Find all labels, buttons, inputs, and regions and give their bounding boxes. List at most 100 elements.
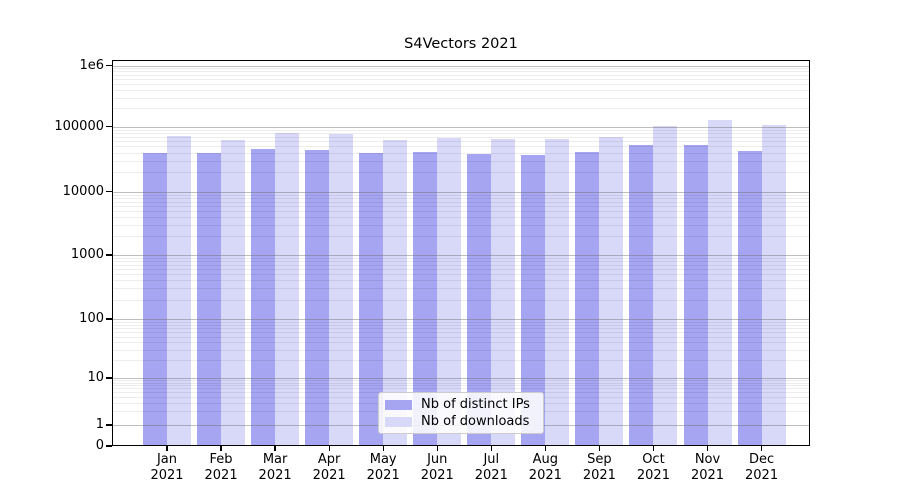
x-tick-mark (490, 446, 492, 451)
gridline-major (112, 191, 810, 193)
gridline-minor (112, 194, 810, 196)
y-tick-mark (106, 126, 112, 128)
gridline-minor (112, 280, 810, 282)
gridline-minor (112, 89, 810, 91)
x-tick-label: May 2021 (366, 452, 400, 483)
gridline-minor (112, 216, 810, 218)
gridline-minor (112, 328, 810, 330)
x-tick-mark (436, 446, 438, 451)
x-tick-label: Dec 2021 (745, 452, 779, 483)
x-tick-mark (220, 446, 222, 451)
gridline-major (112, 319, 810, 320)
gridline-minor (112, 324, 810, 326)
gridline-minor (112, 257, 810, 259)
bar-distinct-ips-sep (575, 151, 600, 446)
legend-swatch-downloads-icon (385, 416, 412, 427)
x-tick-label: Jun 2021 (420, 452, 454, 483)
x-tick-label: Feb 2021 (204, 452, 238, 483)
x-tick-mark (706, 446, 709, 451)
gridline-minor (112, 108, 810, 110)
gridline-minor (112, 349, 810, 351)
bar-downloads-nov (707, 120, 732, 446)
y-tick-mark (106, 64, 112, 67)
x-tick-mark (166, 446, 168, 451)
gridline-minor (112, 160, 810, 162)
y-tick-label: 1e6 (79, 57, 104, 73)
gridline-minor (112, 321, 810, 323)
gridline-minor (112, 274, 810, 276)
x-tick-label: Mar 2021 (258, 452, 292, 483)
bar-downloads-oct (653, 125, 678, 446)
bar-downloads-apr (329, 133, 354, 446)
x-tick-label: Aug 2021 (528, 452, 562, 483)
bar-distinct-ips-apr (305, 150, 330, 446)
bar-distinct-ips-mar (251, 148, 276, 446)
plot-area (112, 59, 810, 446)
bar-downloads-jan (167, 136, 191, 446)
legend-label-distinct-ips: Nb of distinct IPs (421, 397, 530, 412)
gridline-minor (112, 83, 810, 85)
bar-distinct-ips-nov (683, 144, 708, 446)
y-tick-mark (106, 377, 112, 379)
gridline-minor (112, 201, 810, 203)
bar-downloads-mar (275, 133, 300, 446)
gridline-minor (112, 205, 810, 207)
gridline-minor (112, 299, 810, 301)
y-tick-label: 100 (79, 311, 104, 326)
x-tick-mark (760, 446, 763, 451)
gridline-minor (112, 288, 810, 290)
bar-downloads-sep (599, 136, 624, 446)
gridline-minor (112, 68, 810, 70)
gridline-minor (112, 224, 810, 226)
y-tick-mark (106, 318, 112, 320)
y-tick-label: 1 (95, 417, 104, 432)
legend: Nb of distinct IPs Nb of downloads (378, 392, 544, 434)
bar-downloads-aug (545, 139, 570, 446)
legend-row-distinct-ips: Nb of distinct IPs (385, 397, 537, 412)
y-tick-label: 10000 (62, 183, 104, 199)
gridline-minor (112, 74, 810, 76)
gridline-minor (112, 269, 810, 271)
gridline-major (112, 255, 810, 256)
gridline-minor (112, 79, 810, 81)
x-tick-label: Jul 2021 (474, 452, 508, 483)
x-tick-label: Apr 2021 (312, 452, 346, 483)
x-tick-mark (652, 446, 655, 451)
bar-distinct-ips-oct (629, 145, 654, 446)
gridline-minor (112, 172, 810, 174)
y-tick-label: 10 (87, 370, 104, 385)
x-tick-label: Jan 2021 (150, 452, 184, 483)
gridline-minor (112, 342, 810, 344)
gridline-major (112, 126, 810, 128)
y-tick-label: 0 (95, 438, 104, 453)
bar-downloads-dec (761, 125, 786, 446)
gridline-minor (112, 336, 810, 338)
x-tick-mark (544, 446, 546, 451)
gridline-minor (112, 129, 810, 131)
y-tick-mark (106, 445, 112, 447)
gridline-minor (112, 136, 810, 138)
y-tick-mark (106, 424, 112, 426)
gridline-minor (112, 152, 810, 154)
x-tick-mark (328, 446, 330, 451)
gridline-minor (112, 380, 810, 382)
gridline-minor (112, 332, 810, 334)
y-tick-mark (106, 191, 112, 193)
x-tick-mark (274, 446, 276, 451)
gridline-minor (112, 71, 810, 73)
y-tick-label: 1000 (70, 247, 104, 262)
gridline-minor (112, 146, 810, 148)
legend-label-downloads: Nb of downloads (421, 414, 530, 429)
gridline-minor (112, 132, 810, 134)
gridline-minor (112, 235, 810, 237)
bar-distinct-ips-jan (143, 152, 167, 446)
x-tick-label: Sep 2021 (582, 452, 616, 483)
chart-title: S4Vectors 2021 (404, 36, 518, 52)
x-tick-label: Oct 2021 (636, 452, 670, 483)
gridline-major (112, 378, 810, 379)
gridline-minor (112, 388, 810, 390)
bar-distinct-ips-dec (737, 150, 762, 446)
x-tick-mark (598, 446, 601, 451)
gridline-minor (112, 210, 810, 212)
